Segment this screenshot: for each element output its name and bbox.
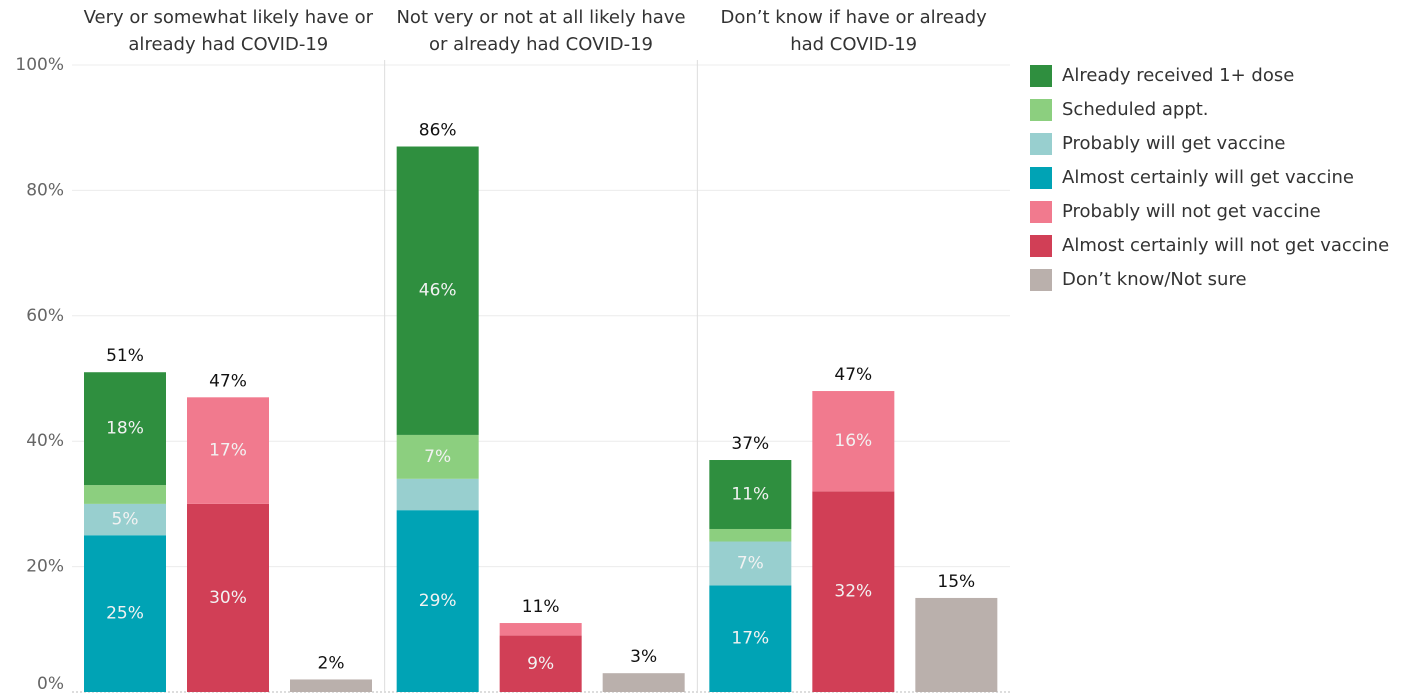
legend-swatch (1030, 167, 1052, 189)
panel-title: already had COVID-19 (128, 34, 328, 55)
segment-label: 17% (209, 441, 247, 461)
total-label: 37% (731, 434, 769, 454)
total-label: 15% (937, 572, 975, 592)
legend-swatch (1030, 65, 1052, 87)
segment-label: 46% (419, 281, 457, 301)
segment-label: 30% (209, 588, 247, 608)
bar-segment (396, 478, 479, 511)
segment-label: 29% (419, 591, 457, 611)
bar-segment (187, 397, 269, 504)
legend-label: Almost certainly will get vaccine (1062, 167, 1354, 188)
panel-title: Don’t know if have or already (720, 7, 987, 28)
total-label: 11% (522, 597, 560, 617)
segment-label: 32% (834, 582, 872, 602)
legend-label: Don’t know/Not sure (1062, 269, 1247, 290)
bar-segment (396, 146, 479, 435)
total-label: 51% (106, 346, 144, 366)
segment-label: 25% (106, 604, 144, 624)
bar-segment (84, 535, 166, 692)
bar-segment (396, 434, 479, 479)
segment-label: 5% (112, 510, 139, 530)
bar-segment (499, 635, 582, 692)
total-label: 47% (834, 365, 872, 385)
bar-segment (709, 541, 792, 586)
panel-title: had COVID-19 (790, 34, 917, 55)
bar-segment (812, 491, 895, 692)
bar-segment (709, 585, 792, 692)
y-tick-label: 40% (26, 431, 64, 451)
legend-swatch (1030, 201, 1052, 223)
y-tick-label: 60% (26, 306, 64, 326)
legend-label: Already received 1+ dose (1062, 65, 1294, 86)
legend-swatch (1030, 99, 1052, 121)
legend-swatch (1030, 269, 1052, 291)
y-tick-label: 80% (26, 180, 64, 200)
bar-segment (84, 503, 166, 536)
legend-label: Almost certainly will not get vaccine (1062, 235, 1389, 256)
panel-title: Not very or not at all likely have (396, 7, 685, 28)
segment-label: 11% (731, 484, 769, 504)
bar-segment (84, 485, 166, 504)
bar-segment (187, 503, 269, 692)
y-tick-label: 20% (26, 557, 64, 577)
total-label: 3% (630, 647, 657, 667)
total-label: 2% (318, 653, 345, 673)
bar-segment (709, 528, 792, 542)
total-label: 47% (209, 371, 247, 391)
bar-segment (915, 597, 998, 692)
segment-label: 7% (737, 553, 764, 573)
bar-segment (290, 679, 372, 692)
segment-label: 16% (834, 431, 872, 451)
legend-swatch (1030, 235, 1052, 257)
total-label: 86% (419, 121, 457, 141)
panel-title: or already had COVID-19 (429, 34, 653, 55)
y-tick-label: 100% (15, 55, 64, 75)
y-tick-label: 0% (37, 674, 64, 694)
segment-label: 17% (731, 629, 769, 649)
bar-segment (396, 510, 479, 692)
legend-label: Probably will not get vaccine (1062, 201, 1321, 222)
bar-segment (812, 391, 895, 492)
segment-label: 7% (424, 447, 451, 467)
bar-segment (709, 460, 792, 529)
bar-segment (84, 372, 166, 486)
legend-label: Scheduled appt. (1062, 99, 1209, 120)
segment-label: 9% (527, 654, 554, 674)
bar-segment (499, 623, 582, 636)
legend-label: Probably will get vaccine (1062, 133, 1286, 154)
segment-label: 18% (106, 419, 144, 439)
bar-segment (602, 673, 685, 692)
panel-title: Very or somewhat likely have or (84, 7, 374, 28)
legend-swatch (1030, 133, 1052, 155)
